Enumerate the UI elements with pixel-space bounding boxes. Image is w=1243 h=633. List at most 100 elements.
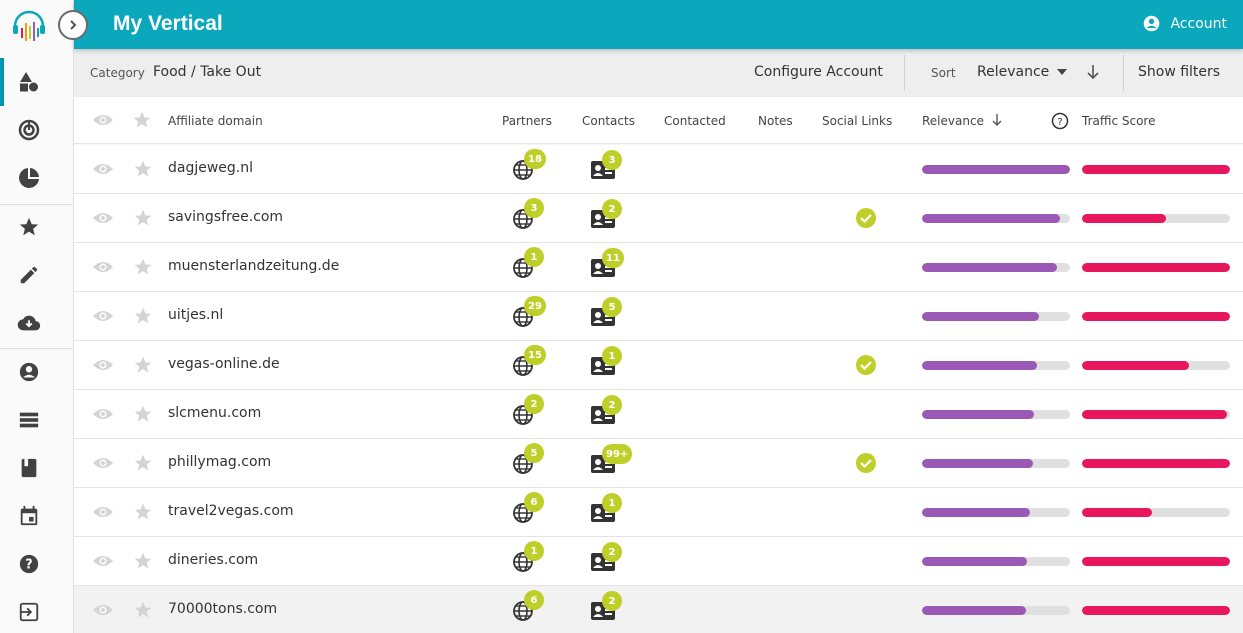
eye-icon[interactable] <box>92 308 114 327</box>
partners-button[interactable]: 2 <box>512 394 544 430</box>
nav-target[interactable] <box>14 115 44 145</box>
nav-reports[interactable] <box>14 163 44 193</box>
partners-button[interactable]: 29 <box>512 296 546 332</box>
arrow-down-icon[interactable] <box>1085 63 1101 81</box>
domain-link[interactable]: slcmenu.com <box>168 405 262 421</box>
column-header-contacts[interactable]: Contacts <box>582 114 635 128</box>
star-icon[interactable] <box>133 551 153 575</box>
calendar-icon <box>20 505 38 526</box>
category-value[interactable]: Food / Take Out <box>153 64 262 80</box>
contacts-button[interactable]: 2 <box>590 395 622 429</box>
star-icon[interactable] <box>133 502 153 526</box>
eye-icon[interactable] <box>92 259 114 278</box>
star-icon[interactable] <box>133 404 153 428</box>
star-icon[interactable] <box>133 257 153 281</box>
partners-button[interactable]: 1 <box>512 247 544 283</box>
show-filters-button[interactable]: Show filters <box>1138 64 1221 80</box>
column-header-traffic[interactable]: Traffic Score <box>1082 114 1156 128</box>
sidebar-toggle-button[interactable] <box>58 10 88 40</box>
domain-link[interactable]: muensterlandzeitung.de <box>168 258 340 274</box>
partners-button[interactable]: 3 <box>512 198 544 234</box>
globe-icon <box>512 552 534 577</box>
eye-icon[interactable] <box>92 113 114 127</box>
partners-button[interactable]: 6 <box>512 492 544 528</box>
eye-icon[interactable] <box>92 504 114 523</box>
eye-icon[interactable] <box>92 357 114 376</box>
eye-icon[interactable] <box>92 210 114 229</box>
domain-link[interactable]: 70000tons.com <box>168 601 278 617</box>
table-row[interactable]: 70000tons.com 6 2 <box>74 586 1243 633</box>
star-icon[interactable] <box>132 110 152 130</box>
domain-link[interactable]: travel2vegas.com <box>168 503 294 519</box>
partners-button[interactable]: 6 <box>512 590 544 626</box>
star-icon[interactable] <box>133 159 153 183</box>
nav-download[interactable] <box>14 308 44 338</box>
check-circle-icon[interactable] <box>855 452 877 478</box>
sort-select[interactable]: Relevance <box>977 64 1068 80</box>
eye-icon[interactable] <box>92 602 114 621</box>
rail-divider <box>0 348 73 349</box>
table-row[interactable]: dagjeweg.nl 18 3 <box>74 145 1243 194</box>
contacts-button[interactable]: 2 <box>590 199 622 233</box>
domain-link[interactable]: dineries.com <box>168 552 259 568</box>
contacts-button[interactable]: 2 <box>590 542 622 576</box>
nav-calendar[interactable] <box>14 501 44 531</box>
contacts-button[interactable]: 99+ <box>590 444 633 478</box>
table-row[interactable]: slcmenu.com 2 2 <box>74 390 1243 439</box>
table-row[interactable]: phillymag.com 5 99+ <box>74 439 1243 488</box>
star-icon[interactable] <box>133 208 153 232</box>
partners-count-badge: 6 <box>524 492 544 512</box>
eye-icon[interactable] <box>92 161 114 180</box>
contacts-button[interactable]: 2 <box>590 591 622 625</box>
table-row[interactable]: muensterlandzeitung.de 1 11 <box>74 243 1243 292</box>
domain-link[interactable]: savingsfree.com <box>168 209 284 225</box>
nav-book[interactable] <box>14 453 44 483</box>
domain-link[interactable]: uitjes.nl <box>168 307 224 323</box>
contacts-button[interactable]: 1 <box>590 493 622 527</box>
domain-link[interactable]: dagjeweg.nl <box>168 160 254 176</box>
arrow-down-icon[interactable] <box>991 113 1003 127</box>
partners-button[interactable]: 18 <box>512 149 546 185</box>
check-circle-icon[interactable] <box>855 354 877 380</box>
contacts-button[interactable]: 3 <box>590 150 622 184</box>
table-row[interactable]: savingsfree.com 3 2 <box>74 194 1243 243</box>
domain-link[interactable]: vegas-online.de <box>168 356 280 372</box>
eye-icon[interactable] <box>92 455 114 474</box>
column-header-domain[interactable]: Affiliate domain <box>168 114 263 128</box>
app-logo[interactable] <box>10 6 48 44</box>
account-circle-icon <box>1144 15 1160 32</box>
star-icon[interactable] <box>133 600 153 624</box>
partners-button[interactable]: 15 <box>512 345 546 381</box>
domain-link[interactable]: phillymag.com <box>168 454 272 470</box>
nav-shapes[interactable] <box>14 67 44 97</box>
nav-favorites[interactable] <box>14 212 44 242</box>
partners-button[interactable]: 1 <box>512 541 544 577</box>
column-header-notes[interactable]: Notes <box>758 114 793 128</box>
column-header-partners[interactable]: Partners <box>502 114 552 128</box>
partners-button[interactable]: 5 <box>512 443 544 479</box>
contacts-button[interactable]: 5 <box>590 297 622 331</box>
account-button[interactable]: Account <box>1143 15 1227 32</box>
star-icon[interactable] <box>133 306 153 330</box>
nav-edit[interactable] <box>14 260 44 290</box>
nav-lists[interactable] <box>14 405 44 435</box>
column-header-relevance[interactable]: Relevance <box>922 114 984 128</box>
contacts-button[interactable]: 11 <box>590 248 624 282</box>
eye-icon[interactable] <box>92 406 114 425</box>
check-circle-icon[interactable] <box>855 207 877 233</box>
nav-profile[interactable] <box>14 357 44 387</box>
eye-icon[interactable] <box>92 553 114 572</box>
star-icon[interactable] <box>133 453 153 477</box>
table-row[interactable]: uitjes.nl 29 5 <box>74 292 1243 341</box>
column-header-contacted[interactable]: Contacted <box>664 114 726 128</box>
configure-account-button[interactable]: Configure Account <box>754 64 883 80</box>
nav-logout[interactable] <box>14 597 44 627</box>
nav-help[interactable]: ? <box>14 549 44 579</box>
table-row[interactable]: travel2vegas.com 6 1 <box>74 488 1243 537</box>
table-row[interactable]: dineries.com 1 2 <box>74 537 1243 586</box>
help-circle-icon[interactable]: ? <box>1051 112 1069 130</box>
table-row[interactable]: vegas-online.de 15 1 <box>74 341 1243 390</box>
column-header-social[interactable]: Social Links <box>822 114 893 128</box>
contacts-button[interactable]: 1 <box>590 346 622 380</box>
star-icon[interactable] <box>133 355 153 379</box>
